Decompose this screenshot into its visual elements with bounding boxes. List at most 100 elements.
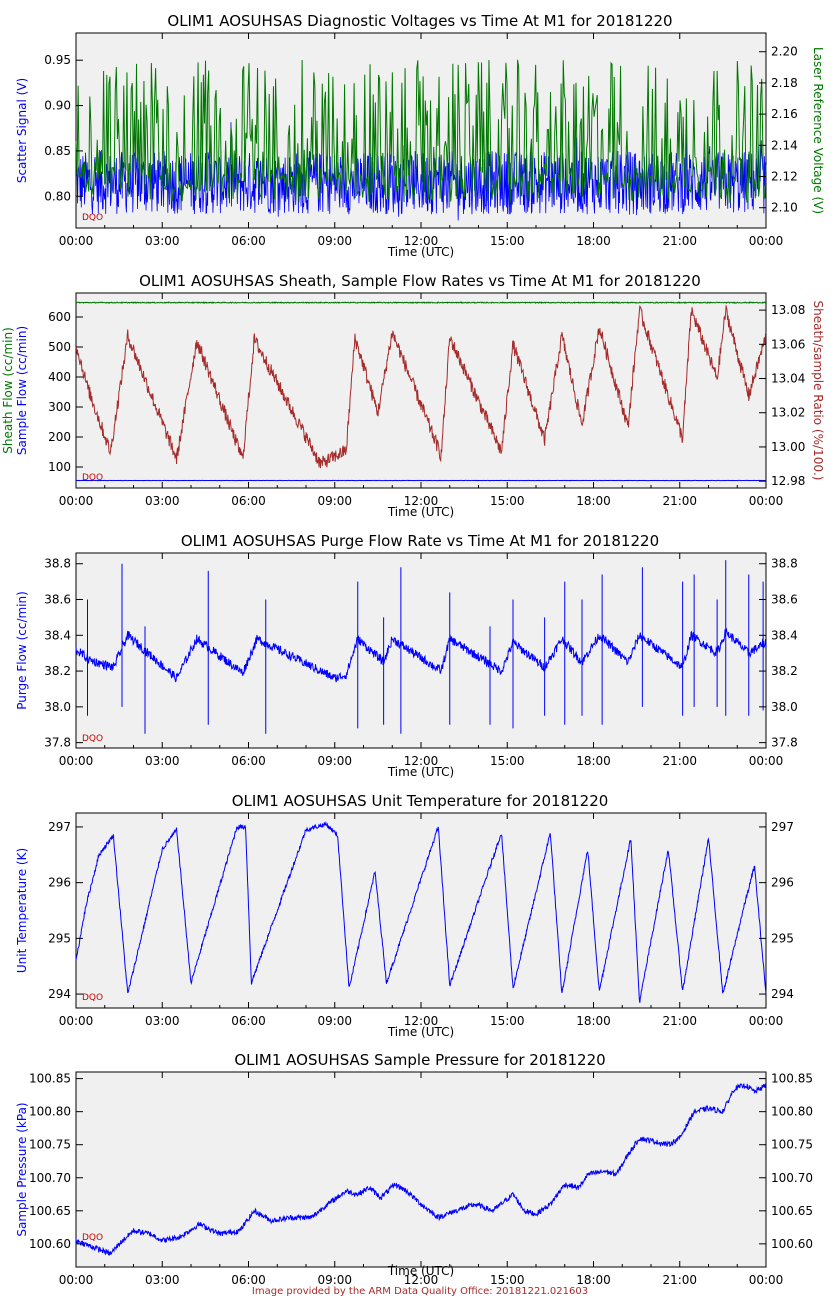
- x-tick-label: 12:00: [404, 234, 439, 248]
- x-tick-label: 03:00: [145, 1273, 180, 1287]
- y-axis-label-right: Sheath/sample Ratio (%/100.): [811, 301, 825, 481]
- x-tick-label: 18:00: [576, 1273, 611, 1287]
- x-tick-label: 06:00: [231, 494, 266, 508]
- y-tick-label-left: 100.80: [29, 1105, 71, 1119]
- y-tick-label-right: 38.4: [771, 628, 798, 642]
- x-tick-label: 12:00: [404, 1273, 439, 1287]
- x-tick-label: 06:00: [231, 1273, 266, 1287]
- x-tick-label: 03:00: [145, 494, 180, 508]
- panel-purge-flow: OLIM1 AOSUHSAS Purge Flow Rate vs Time A…: [15, 532, 798, 779]
- y-tick-label-right: 13.00: [771, 440, 805, 454]
- y-tick-label-left: 100.70: [29, 1171, 71, 1185]
- x-axis-label: Time (UTC): [387, 505, 454, 519]
- series-purge-flow: [75, 560, 767, 734]
- y-tick-label-right: 13.02: [771, 406, 805, 420]
- series-layer: [75, 1083, 767, 1256]
- y-tick-label-right: 295: [771, 931, 794, 945]
- ticks-layer: 00:00 03:00 06:00 09:00 12:00 15:00 18:00 21:00…: [15, 553, 798, 768]
- y-tick-label-left: 0.95: [44, 53, 71, 67]
- y-tick-label-right: 38.8: [771, 557, 798, 571]
- y-tick-label-right: 13.06: [771, 337, 805, 351]
- y-tick-label-left: 100: [48, 460, 71, 474]
- y-tick-label-left: 37.8: [44, 736, 71, 750]
- series-sheath-sample-ratio: [75, 305, 767, 469]
- y-tick-label-left: 0.85: [44, 144, 71, 158]
- y-tick-label-right: 38.6: [771, 593, 798, 607]
- chart-title: OLIM1 AOSUHSAS Unit Temperature for 2018…: [232, 792, 609, 810]
- y-axis-label-left: Sample Flow (cc/min): [15, 326, 29, 455]
- y-tick-label-right: 2.20: [771, 45, 798, 59]
- x-tick-label: 00:00: [749, 234, 784, 248]
- y-axis-label-left: Sample Pressure (kPa): [15, 1102, 29, 1236]
- y-tick-label-left: 100.60: [29, 1237, 71, 1251]
- y-tick-label-right: 100.80: [771, 1105, 813, 1119]
- panel-sample-pressure: OLIM1 AOSUHSAS Sample Pressure for 20181…: [15, 1051, 813, 1287]
- x-axis-label: Time (UTC): [387, 245, 454, 259]
- dqo-flag: DQO: [82, 1233, 103, 1243]
- x-tick-label: 00:00: [749, 1273, 784, 1287]
- x-tick-label: 03:00: [145, 754, 180, 768]
- panel-unit-temperature: OLIM1 AOSUHSAS Unit Temperature for 2018…: [15, 792, 794, 1039]
- y-tick-label-right: 100.70: [771, 1171, 813, 1185]
- y-tick-label-right: 100.60: [771, 1237, 813, 1251]
- y-tick-label-right: 2.16: [771, 107, 798, 121]
- x-tick-label: 09:00: [317, 754, 352, 768]
- x-tick-label: 18:00: [576, 1014, 611, 1028]
- y-tick-label-left: 294: [48, 987, 71, 1001]
- panel-flow-rates: OLIM1 AOSUHSAS Sheath, Sample Flow Rates…: [1, 272, 825, 519]
- x-tick-label: 18:00: [576, 754, 611, 768]
- ticks-layer: 00:00 03:00 06:00 09:00 12:00 15:00 18:00 21:00…: [1, 293, 825, 508]
- x-tick-label: 12:00: [404, 1014, 439, 1028]
- x-tick-label: 21:00: [662, 1273, 697, 1287]
- x-tick-label: 00:00: [749, 1014, 784, 1028]
- y-tick-label-right: 2.14: [771, 138, 798, 152]
- y-tick-label-right: 38.2: [771, 664, 798, 678]
- y-tick-label-left: 295: [48, 931, 71, 945]
- y-tick-label-left: 500: [48, 340, 71, 354]
- series-unit-temperature: [75, 820, 767, 1003]
- y-tick-label-left: 38.0: [44, 700, 71, 714]
- chart-title: OLIM1 AOSUHSAS Sample Pressure for 20181…: [234, 1051, 605, 1069]
- dqo-flag: DQO: [82, 213, 103, 223]
- ticks-layer: 00:00 03:00 06:00 09:00 12:00 15:00 18:00 21:00…: [15, 1072, 813, 1287]
- x-tick-label: 00:00: [59, 234, 94, 248]
- x-tick-label: 00:00: [59, 494, 94, 508]
- x-axis-label: Time (UTC): [387, 1025, 454, 1039]
- plot-area: [75, 812, 767, 1009]
- chart-title: OLIM1 AOSUHSAS Purge Flow Rate vs Time A…: [181, 532, 659, 550]
- x-tick-label: 21:00: [662, 494, 697, 508]
- y-axis-label-left: Scatter Signal (V): [15, 78, 29, 183]
- x-tick-label: 06:00: [231, 234, 266, 248]
- y-tick-label-left: 400: [48, 370, 71, 384]
- y-tick-label-left: 600: [48, 310, 71, 324]
- dqo-flag: DQO: [82, 473, 103, 483]
- x-tick-label: 09:00: [317, 1014, 352, 1028]
- y-tick-label-right: 37.8: [771, 736, 798, 750]
- y-tick-label-left: 100.65: [29, 1204, 71, 1218]
- x-axis-label: Time (UTC): [387, 1264, 454, 1278]
- y-tick-label-right: 2.12: [771, 170, 798, 184]
- y-tick-label-right: 13.04: [771, 372, 805, 386]
- x-tick-label: 12:00: [404, 494, 439, 508]
- x-tick-label: 15:00: [490, 494, 525, 508]
- dqo-flag: DQO: [82, 993, 103, 1003]
- series-layer: [75, 59, 767, 221]
- series-sheath-flow: [75, 301, 767, 305]
- y-tick-label-right: 100.75: [771, 1138, 813, 1152]
- series-layer: [75, 560, 767, 734]
- y-tick-label-right: 294: [771, 987, 794, 1001]
- x-tick-label: 15:00: [490, 1273, 525, 1287]
- plot-area: [75, 1071, 767, 1268]
- x-tick-label: 00:00: [749, 494, 784, 508]
- x-tick-label: 00:00: [59, 754, 94, 768]
- y-tick-label-left: 38.8: [44, 557, 71, 571]
- y-tick-label-left: 296: [48, 876, 71, 890]
- x-tick-label: 18:00: [576, 494, 611, 508]
- series-layer: [75, 301, 767, 482]
- y-tick-label-left: 38.2: [44, 664, 71, 678]
- y-tick-label-right: 13.08: [771, 303, 805, 317]
- x-tick-label: 09:00: [317, 234, 352, 248]
- x-tick-label: 09:00: [317, 494, 352, 508]
- y-tick-label-left: 200: [48, 430, 71, 444]
